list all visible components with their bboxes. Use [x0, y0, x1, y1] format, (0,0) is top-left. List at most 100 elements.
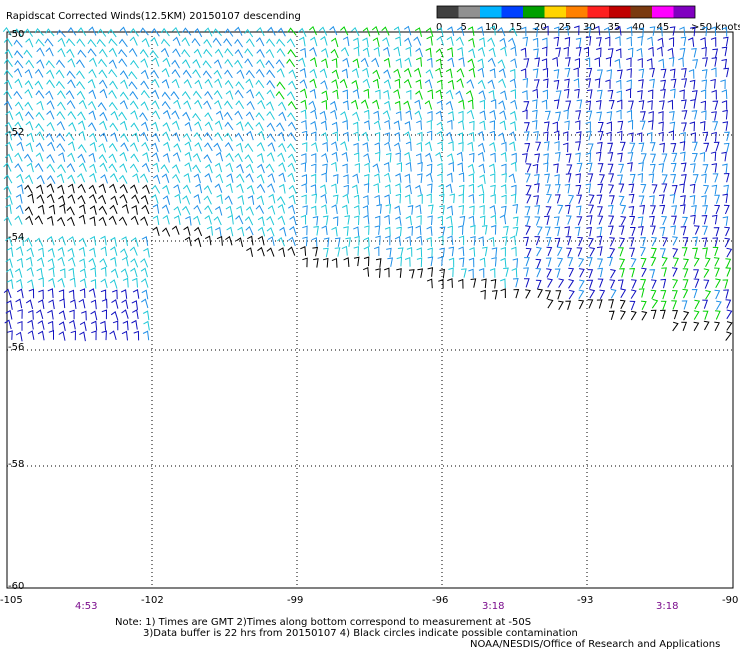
wind-barb [407, 205, 414, 215]
wind-barb [174, 193, 182, 204]
wind-barb [246, 130, 254, 141]
wind-barb [371, 25, 380, 36]
wind-barb [340, 26, 349, 36]
wind-barb [224, 121, 234, 131]
wind-barb [588, 237, 594, 248]
wind-barb [457, 132, 464, 143]
wind-barb [256, 142, 265, 152]
wind-barb [160, 164, 170, 174]
wind-barb [722, 163, 728, 174]
wind-barb [277, 131, 286, 142]
wind-barb [323, 247, 329, 258]
wind-barb [693, 269, 700, 279]
wind-barb [646, 132, 653, 142]
wind-barb [467, 141, 474, 152]
wind-barb [490, 184, 496, 195]
wind-barb [288, 184, 297, 195]
wind-barb [276, 38, 286, 47]
wind-barb [525, 194, 532, 204]
wind-barb [214, 78, 223, 88]
wind-barb [512, 278, 519, 288]
wind-barb [690, 163, 696, 173]
wind-barb [500, 257, 507, 268]
wind-barb [77, 49, 87, 58]
wind-barb [213, 59, 222, 69]
wind-barb [193, 204, 202, 215]
wind-barb [88, 184, 97, 194]
wind-barb [446, 47, 454, 58]
wind-barb [525, 163, 532, 173]
wind-barb [340, 111, 348, 121]
wind-barb [37, 320, 45, 330]
wind-barb [500, 46, 507, 57]
wind-barb [256, 153, 264, 163]
wind-barb [396, 226, 402, 237]
wind-barb [121, 256, 129, 267]
wind-barb [363, 195, 369, 205]
wind-barb [310, 153, 317, 163]
wind-barb [499, 37, 507, 48]
wind-barb [245, 69, 255, 79]
wind-barb [47, 309, 54, 320]
wind-barb [364, 162, 371, 173]
wind-barb [340, 46, 350, 57]
wind-barb [682, 279, 689, 289]
wind-barb [562, 142, 569, 153]
wind-barb [488, 89, 495, 100]
wind-barb [693, 310, 700, 320]
wind-barb [543, 78, 549, 89]
wind-barb [130, 59, 140, 69]
wind-barb [109, 80, 118, 90]
wind-barb [79, 258, 86, 269]
wind-barb [716, 300, 722, 311]
wind-barb [141, 289, 149, 300]
wind-barb [478, 236, 484, 247]
wind-barb [608, 184, 615, 194]
wind-barb [532, 88, 539, 99]
wind-barb [45, 47, 54, 57]
wind-barb [191, 37, 201, 47]
wind-barb [702, 164, 709, 174]
wind-barb [213, 216, 222, 226]
wind-barb [395, 36, 402, 47]
wind-barb [594, 25, 601, 36]
wind-barb [266, 152, 275, 162]
wind-barb [563, 109, 569, 120]
wind-barb [140, 258, 149, 268]
wind-barb [342, 57, 350, 68]
wind-barb [648, 111, 654, 121]
wind-barb [226, 226, 234, 237]
wind-barb [680, 162, 687, 173]
wind-barb [711, 214, 718, 225]
wind-barb [375, 89, 381, 100]
wind-barb [3, 37, 13, 47]
wind-barb [426, 57, 433, 68]
wind-barb [658, 121, 664, 132]
wind-barb [660, 309, 666, 320]
wind-barb [77, 173, 86, 183]
wind-barb [214, 99, 222, 110]
wind-barb [488, 236, 495, 247]
wind-barb [184, 121, 192, 132]
wind-barb [194, 99, 203, 109]
wind-barb [384, 184, 391, 195]
wind-barb [56, 120, 65, 131]
wind-barb [457, 162, 464, 173]
wind-barb [332, 194, 339, 205]
wind-barb [172, 132, 180, 142]
wind-barb [565, 57, 571, 67]
wind-barb [182, 195, 191, 205]
wind-barb [455, 36, 464, 46]
wind-barb [404, 256, 411, 267]
legend-swatch [609, 6, 631, 18]
wind-barb [725, 267, 732, 277]
wind-barb [553, 216, 560, 226]
wind-barb [171, 69, 181, 78]
wind-barb [656, 46, 663, 57]
wind-barb [672, 310, 678, 320]
wind-barb [67, 141, 76, 151]
wind-barb [287, 162, 296, 172]
wind-barb [301, 142, 308, 152]
wind-barb [640, 153, 647, 163]
wind-barb [131, 205, 138, 215]
